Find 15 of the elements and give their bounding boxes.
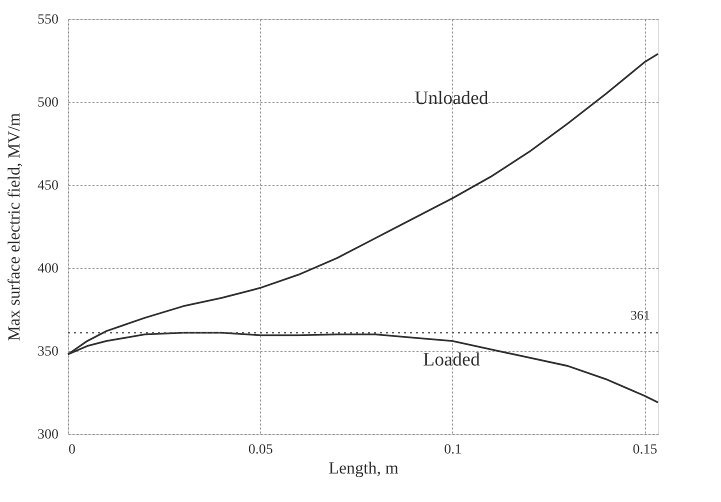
y-axis-title: Max surface electric field, MV/m — [4, 113, 24, 341]
x-tick-label: 0.15 — [632, 442, 658, 458]
y-tick-label: 300 — [38, 428, 58, 442]
y-tick-label: 500 — [38, 96, 58, 110]
x-axis-title: Length, m — [328, 458, 398, 478]
y-tick-label: 350 — [38, 344, 58, 360]
ref-line-label: 361 — [630, 308, 650, 323]
y-tick-label: 550 — [38, 12, 58, 28]
x-tick-label: 0 — [68, 442, 76, 458]
annotation: Unloaded — [414, 88, 489, 109]
y-tick-label: 400 — [38, 262, 58, 276]
y-tick-label: 450 — [38, 178, 58, 194]
annotation: Loaded — [423, 349, 480, 370]
x-tick-label: 0.1 — [444, 442, 462, 458]
x-tick-label: 0.05 — [248, 442, 273, 458]
